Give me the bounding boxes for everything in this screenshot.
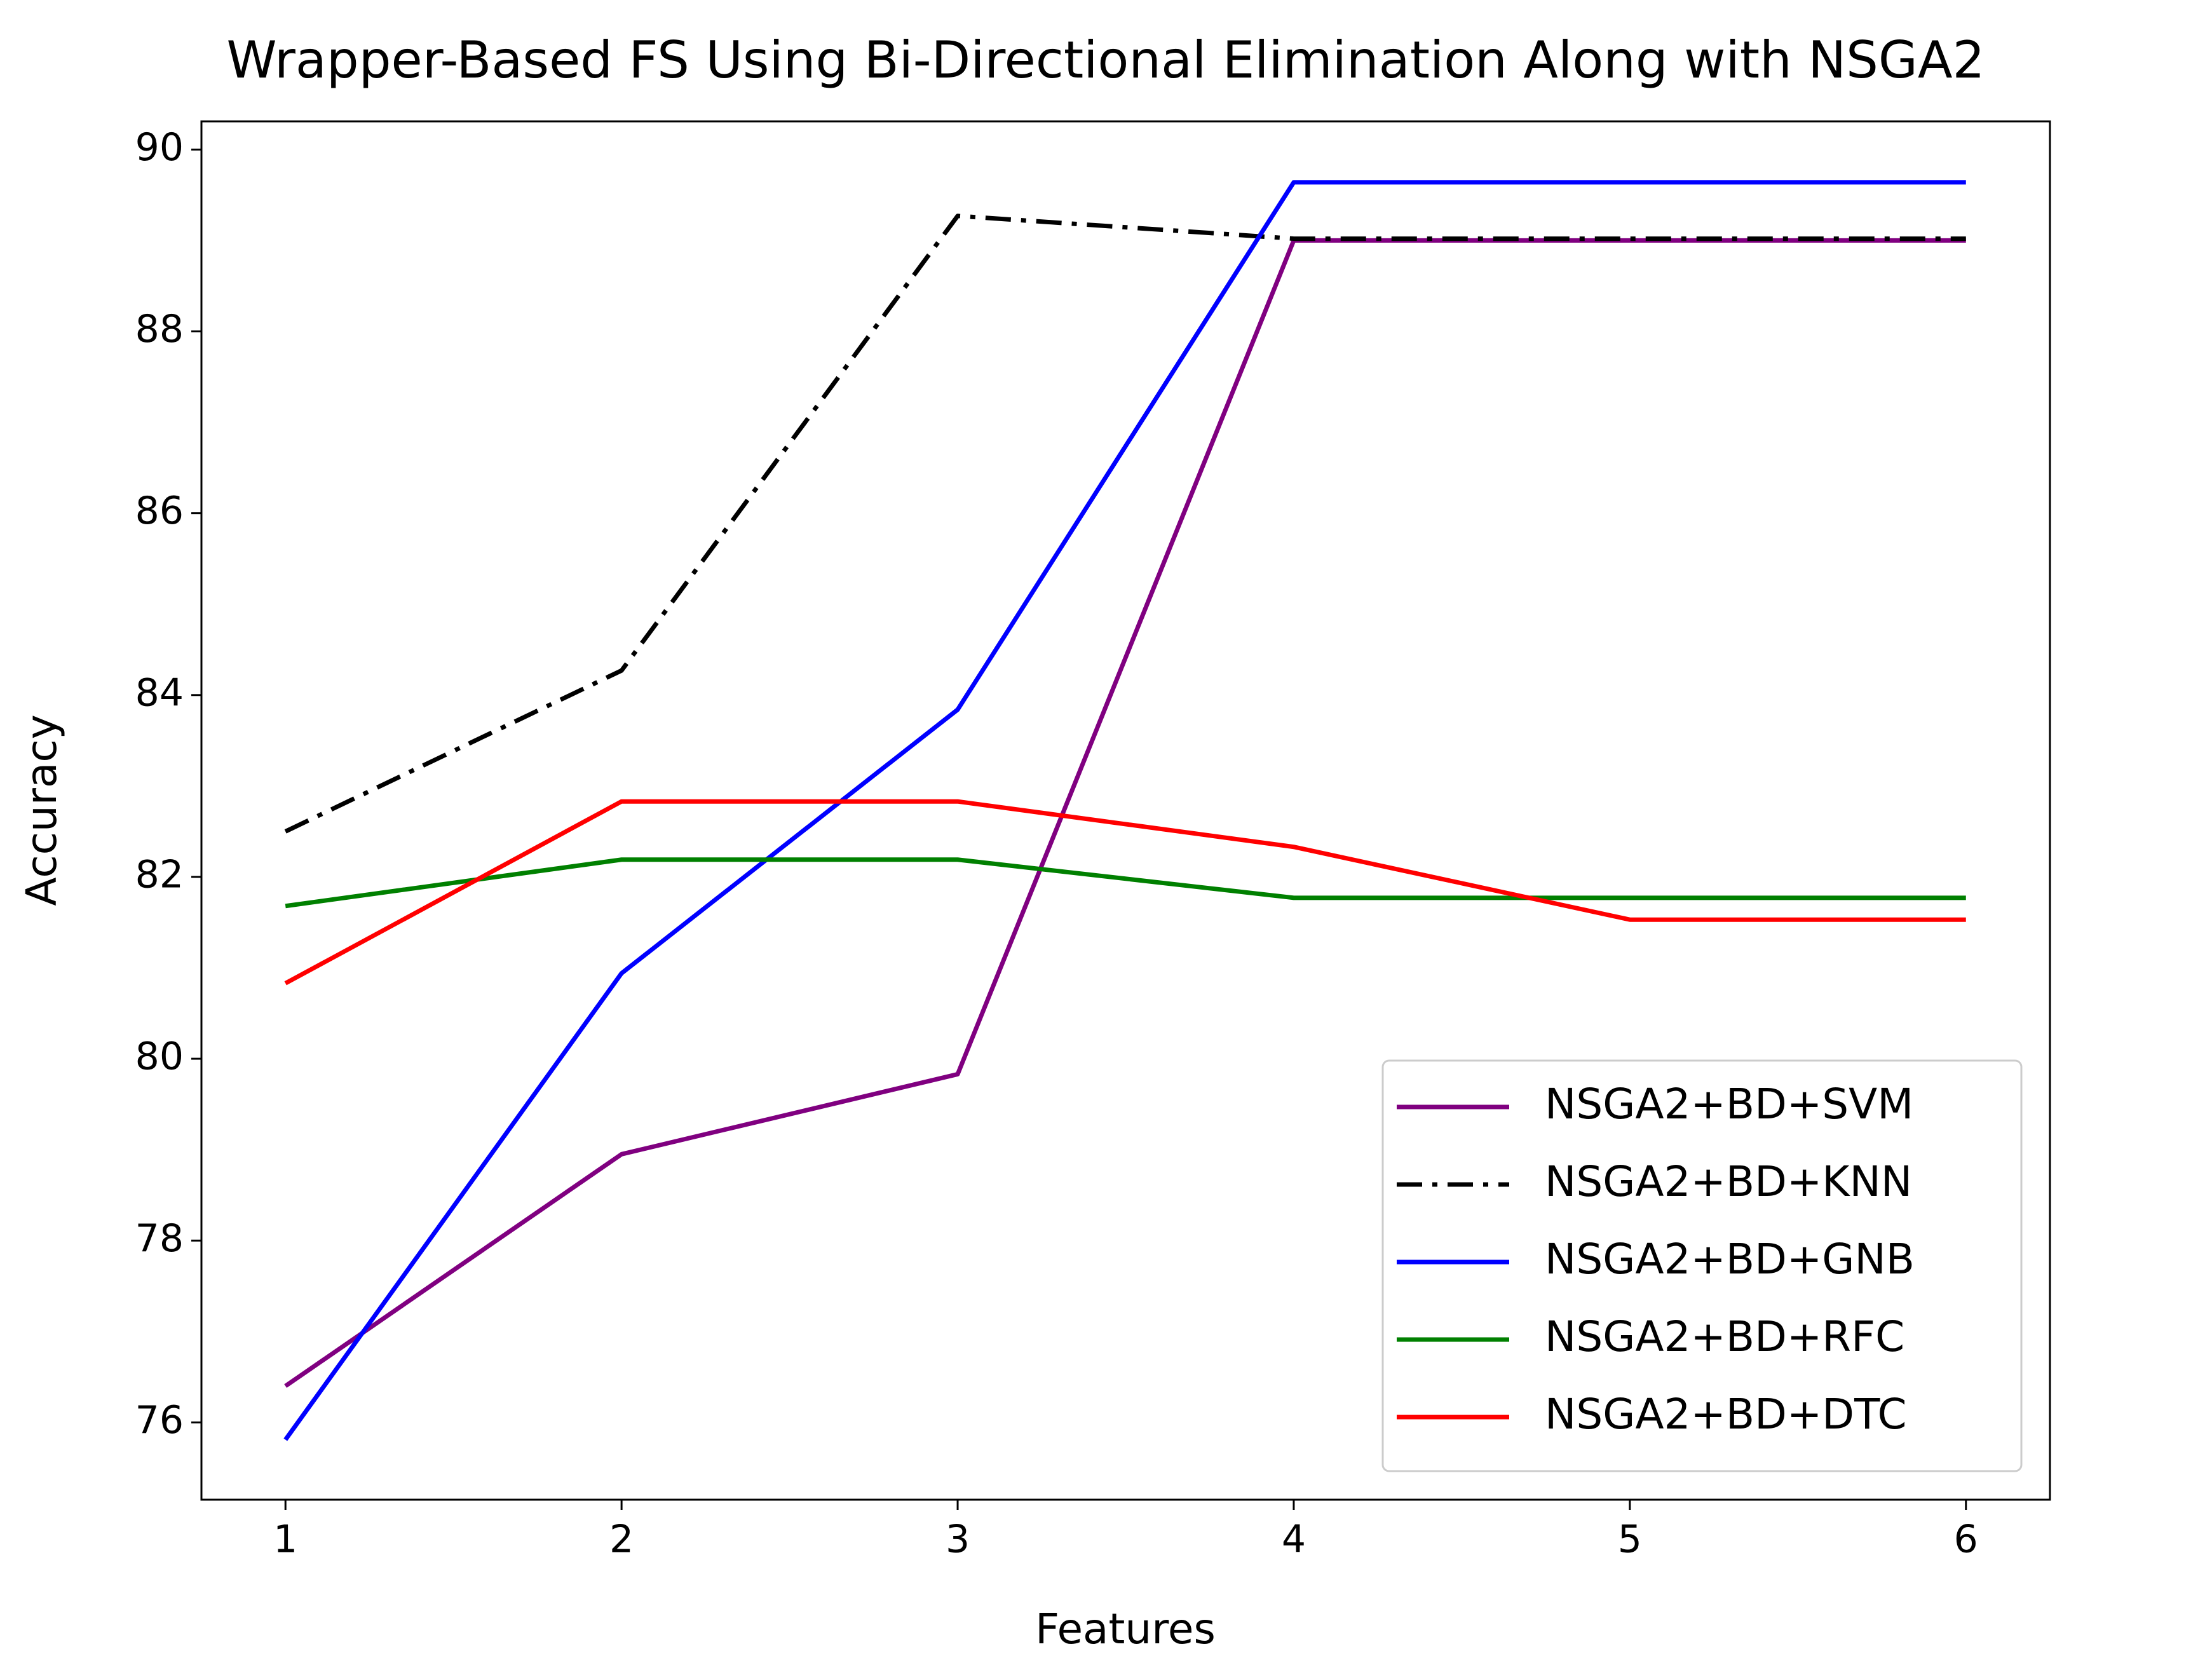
y-tick-label: 86 [135,489,184,533]
y-tick-label: 90 [135,125,184,170]
legend-label: NSGA2+BD+GNB [1545,1235,1915,1284]
x-axis-label: Features [1035,1605,1216,1653]
y-tick-label: 82 [135,853,184,897]
y-tick-label: 78 [135,1216,184,1261]
series-line [283,180,1966,1441]
y-tick-label: 88 [135,307,184,351]
x-tick-label: 1 [273,1517,297,1562]
legend-label: NSGA2+BD+RFC [1545,1312,1904,1361]
x-tick-label: 6 [1954,1517,1978,1562]
legend-label: NSGA2+BD+KNN [1545,1157,1912,1206]
y-tick-label: 80 [135,1035,184,1079]
series-line [284,799,1966,986]
series-line [284,214,1966,834]
chart-title: Wrapper-Based FS Using Bi-Directional El… [226,31,1985,90]
x-tick-label: 4 [1282,1517,1306,1562]
y-tick-label: 84 [135,670,184,715]
legend-box [1381,1059,2023,1472]
y-axis-label: Accuracy [17,714,66,906]
series-line [285,857,1966,909]
x-tick-label: 5 [1618,1517,1642,1562]
legend-label: NSGA2+BD+DTC [1545,1390,1907,1439]
legend-label: NSGA2+BD+SVM [1545,1080,1913,1129]
x-tick-label: 2 [609,1517,634,1562]
y-tick-label: 76 [135,1398,184,1443]
plot-frame [200,120,2051,1501]
x-tick-label: 3 [946,1517,970,1562]
